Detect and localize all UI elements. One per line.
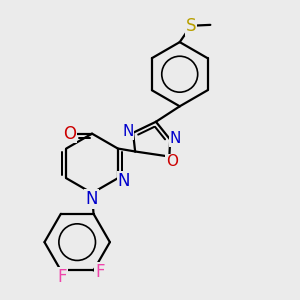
- Text: F: F: [58, 268, 67, 286]
- Text: O: O: [166, 154, 178, 169]
- Text: O: O: [63, 125, 76, 143]
- Text: N: N: [122, 124, 134, 139]
- Text: S: S: [186, 17, 196, 35]
- Text: F: F: [95, 263, 105, 281]
- Text: N: N: [118, 172, 130, 190]
- Text: N: N: [85, 190, 98, 208]
- Text: N: N: [170, 131, 181, 146]
